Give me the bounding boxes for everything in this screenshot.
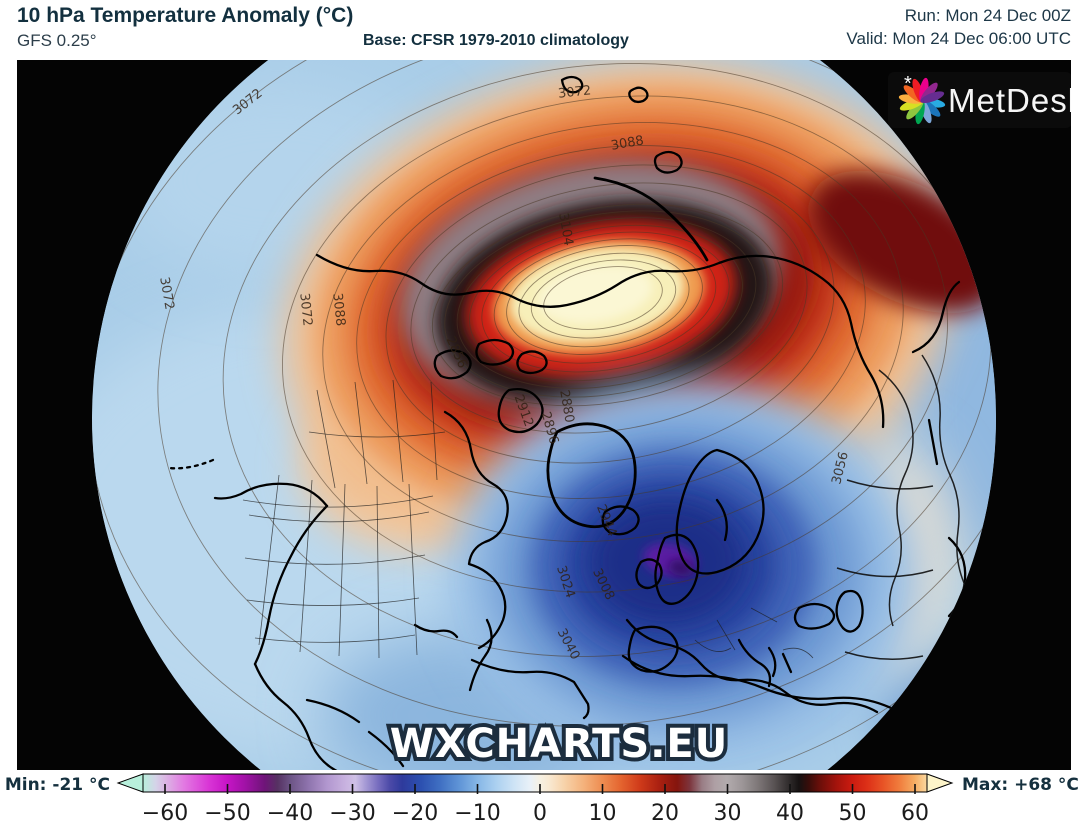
svg-text:−60: −60: [142, 801, 188, 826]
colorbar-ticks: −60 −50 −40 −30 −20 −10 0 10 20 30 40 50 60: [142, 784, 929, 826]
sparkle-icon: *: [904, 73, 912, 95]
colorbar-left-arrow: [116, 773, 144, 793]
page-title: 10 hPa Temperature Anomaly (°C): [17, 4, 354, 27]
admin-borders: [242, 354, 965, 660]
svg-text:−40: −40: [267, 801, 313, 826]
run-time-label: Run: Mon 24 Dec 00Z: [904, 6, 1071, 25]
colorbar-gradient: [142, 773, 928, 793]
valid-time-label: Valid: Mon 24 Dec 06:00 UTC: [846, 29, 1071, 48]
svg-text:40: 40: [776, 801, 804, 826]
coastlines: [167, 75, 967, 798]
svg-text:3088: 3088: [610, 133, 645, 154]
svg-text:3072: 3072: [557, 83, 591, 101]
max-label: Max: +68 °C: [962, 775, 1079, 795]
svg-text:3088: 3088: [329, 292, 347, 326]
chart-header: 10 hPa Temperature Anomaly (°C) GFS 0.25…: [0, 0, 1088, 60]
svg-text:50: 50: [839, 801, 867, 826]
min-label: Min: -21 °C: [5, 775, 110, 795]
pinwheel-icon: [898, 77, 946, 125]
svg-text:60: 60: [901, 801, 929, 826]
svg-text:−30: −30: [329, 801, 375, 826]
svg-text:20: 20: [651, 801, 679, 826]
polar-map: 3072 3072 3088 3104 3072 3072 3088 2856 2912 2880…: [17, 0, 1084, 833]
svg-text:−20: −20: [392, 801, 438, 826]
colorbar-svg: Min: -21 °C Max: +68 °C −60 −50 −40 −30 −20−…: [5, 773, 1079, 826]
metdesk-logo: * MetDesk: [888, 72, 1084, 128]
svg-text:10: 10: [589, 801, 617, 826]
svg-text:3072: 3072: [296, 292, 314, 326]
colorbar-right-arrow: [926, 773, 954, 793]
svg-text:3072: 3072: [156, 276, 177, 311]
svg-text:2880: 2880: [556, 389, 577, 424]
climatology-base-label: Base: CFSR 1979-2010 climatology: [363, 32, 629, 49]
watermark: WXCHARTS.EU: [390, 721, 728, 767]
svg-text:−50: −50: [204, 801, 250, 826]
svg-text:30: 30: [714, 801, 742, 826]
svg-text:0: 0: [533, 801, 547, 826]
model-label: GFS 0.25°: [17, 31, 97, 50]
colorbar-footer: Min: -21 °C Max: +68 °C −60 −50 −40 −30 −20−…: [0, 770, 1088, 833]
logo-text: MetDesk: [948, 82, 1071, 119]
svg-text:−10: −10: [454, 801, 500, 826]
svg-text:3104: 3104: [555, 212, 576, 247]
